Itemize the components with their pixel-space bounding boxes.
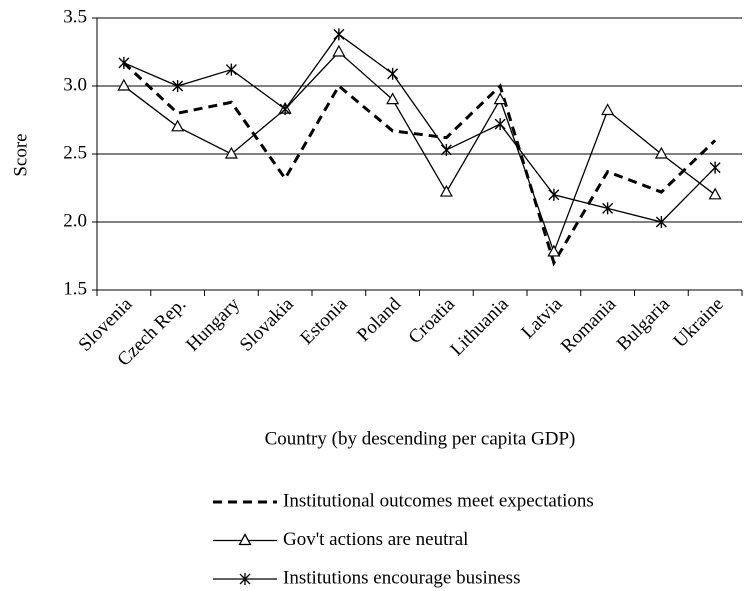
x-tick-label: Hungary [182, 293, 244, 355]
y-tick-label: 3.0 [63, 74, 87, 95]
legend-marker [239, 573, 251, 585]
point-marker [440, 143, 452, 156]
series-line [122, 61, 717, 267]
point-marker [333, 28, 345, 41]
x-tick-label: Bulgaria [613, 293, 675, 355]
point-marker [171, 119, 185, 132]
point-marker [655, 216, 667, 228]
point-marker [547, 244, 561, 257]
x-tick-label: Slovakia [236, 293, 298, 355]
point-marker [279, 103, 291, 116]
point-marker [602, 202, 614, 215]
point-marker [224, 146, 238, 159]
point-marker [493, 92, 507, 105]
point-marker [332, 44, 346, 57]
legend-marker [238, 533, 252, 546]
point-marker [172, 80, 184, 92]
point-marker [386, 92, 400, 105]
point-marker [439, 184, 453, 197]
y-tick-label: 2.5 [63, 142, 87, 163]
x-tick-label: Poland [353, 293, 406, 346]
y-axis-label: Score [10, 133, 31, 176]
legend-label: Gov't actions are neutral [283, 529, 468, 550]
y-tick-label: 2.0 [63, 210, 87, 231]
series-line [123, 51, 716, 254]
point-marker [387, 67, 399, 80]
y-tick-label: 1.5 [63, 278, 87, 299]
x-tick-label: Lithuania [446, 293, 513, 360]
series-line [123, 33, 716, 223]
point-marker [654, 146, 668, 159]
point-marker [225, 63, 237, 76]
point-marker [118, 56, 130, 69]
y-tick-label: 3.5 [63, 6, 87, 27]
x-tick-label: Latvia [517, 293, 567, 343]
point-marker [548, 188, 560, 201]
x-tick-label: Estonia [296, 293, 352, 349]
point-marker [708, 187, 722, 200]
point-marker [709, 161, 721, 174]
x-tick-label: Romania [557, 293, 621, 357]
legend-label: Institutional outcomes meet expectations [283, 490, 594, 511]
x-tick-label: Ukraine [670, 294, 728, 352]
point-marker [117, 78, 131, 91]
x-axis-label: Country (by descending per capita GDP) [265, 428, 576, 449]
point-marker [601, 103, 615, 116]
point-marker [494, 118, 506, 131]
legend-label: Institutions encourage business [283, 567, 520, 588]
